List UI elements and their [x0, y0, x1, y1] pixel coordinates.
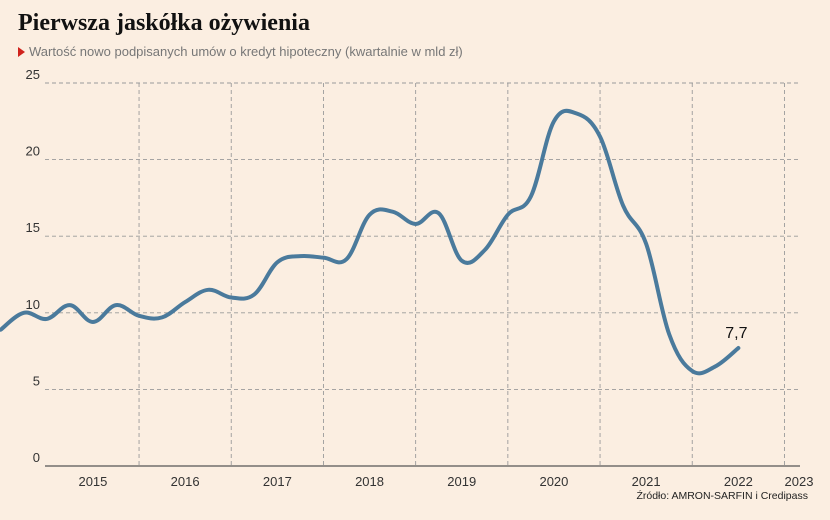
data-point [344, 257, 348, 261]
y-tick-label: 20 [26, 144, 40, 159]
x-tick-label: 2022 [724, 474, 753, 489]
data-point [414, 222, 418, 226]
data-point [552, 119, 556, 123]
chart-title: Pierwsza jaskółka ożywienia [18, 10, 310, 36]
data-point [321, 256, 325, 260]
data-point [137, 314, 141, 318]
data-point [644, 242, 648, 246]
data-point [667, 332, 671, 336]
x-tick-label: 2020 [539, 474, 568, 489]
x-tick-label: 2023 [785, 474, 814, 489]
y-tick-label: 25 [26, 67, 40, 82]
source-note: Źródło: AMRON-SARFIN i Credipass [636, 490, 808, 502]
data-point [206, 288, 210, 292]
data-point [575, 112, 579, 116]
data-point [598, 135, 602, 139]
x-tick-label: 2015 [78, 474, 107, 489]
data-point [483, 248, 487, 252]
y-tick-label: 15 [26, 220, 40, 235]
data-point [275, 260, 279, 264]
y-tick-label: 10 [26, 297, 40, 312]
data-point [160, 315, 164, 319]
data-point [114, 303, 118, 307]
data-point [713, 364, 717, 368]
data-point [506, 213, 510, 217]
data-point [529, 194, 533, 198]
data-point [690, 369, 694, 373]
red-triangle-marker-icon [18, 47, 25, 57]
data-point [736, 346, 740, 350]
data-point [460, 259, 464, 263]
y-tick-label: 0 [33, 450, 40, 465]
x-tick-label: 2019 [447, 474, 476, 489]
subtitle-text: Wartość nowo podpisanych umów o kredyt h… [29, 44, 463, 59]
data-point [91, 320, 95, 324]
data-point [437, 211, 441, 215]
series-line [0, 108, 741, 376]
data-label-last: 7,7 [725, 325, 747, 342]
chart-subtitle: Wartość nowo podpisanych umów o kredyt h… [18, 44, 463, 59]
x-tick-label: 2017 [263, 474, 292, 489]
data-point [68, 303, 72, 307]
data-point [183, 300, 187, 304]
data-point [621, 204, 625, 208]
data-point [252, 292, 256, 296]
data-point [45, 317, 49, 321]
data-point [22, 311, 26, 315]
x-tick-label: 2016 [171, 474, 200, 489]
data-point [298, 254, 302, 258]
y-tick-label: 5 [33, 373, 40, 388]
data-point [368, 213, 372, 217]
x-tick-label: 2021 [632, 474, 661, 489]
data-point [391, 210, 395, 214]
x-tick-label: 2018 [355, 474, 384, 489]
data-point [229, 295, 233, 299]
